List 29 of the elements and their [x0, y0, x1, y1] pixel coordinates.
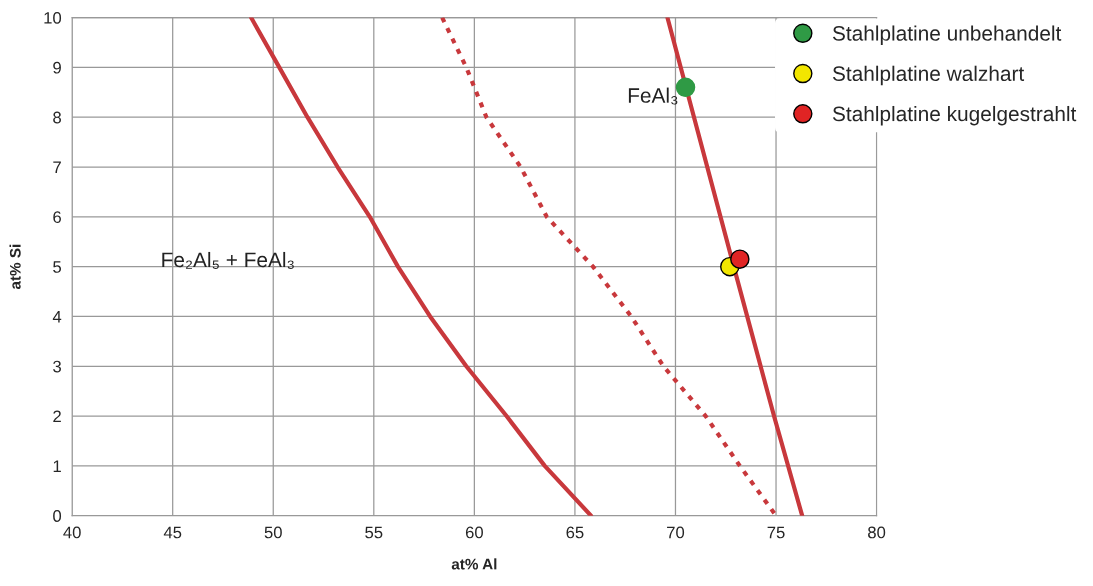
x-tick-label: 55 — [365, 526, 383, 539]
legend-label: Stahlplatine kugelgestrahlt — [832, 105, 1077, 126]
y-tick-label: 1 — [53, 460, 61, 472]
annotation: Fe₂Al₅ + FeAl₃ — [162, 251, 294, 269]
y-tick-label: 0 — [53, 510, 62, 522]
x-tick-label: 70 — [667, 526, 685, 539]
legend-label: Stahlplatine walzhart — [832, 65, 1025, 86]
x-tick-label: 50 — [264, 526, 282, 539]
y-tick-label: 8 — [53, 111, 61, 124]
legend-label: Stahlplatine unbehandelt — [832, 25, 1062, 45]
y-tick-label: 4 — [52, 311, 62, 323]
y-tick-label: 10 — [44, 11, 62, 24]
x-tick-label: 60 — [465, 526, 483, 539]
y-axis-title: at% Si — [9, 244, 21, 290]
x-tick-label: 80 — [868, 526, 886, 539]
point — [730, 249, 750, 269]
annotation: FeAl₃ — [628, 87, 678, 105]
x-tick-label: 75 — [767, 526, 785, 539]
line-series — [440, 17, 779, 516]
x-tick-label: 65 — [566, 526, 584, 539]
y-tick-label: 5 — [53, 261, 62, 273]
x-axis-title: at% Al — [451, 558, 497, 570]
y-tick-label: 7 — [53, 161, 61, 174]
y-tick-label: 3 — [53, 360, 61, 373]
y-tick-label: 6 — [53, 211, 61, 224]
y-tick-label: 2 — [53, 410, 61, 423]
x-tick-label: 40 — [63, 526, 81, 539]
y-tick-label: 9 — [53, 61, 61, 74]
x-tick-label: 45 — [163, 526, 182, 539]
